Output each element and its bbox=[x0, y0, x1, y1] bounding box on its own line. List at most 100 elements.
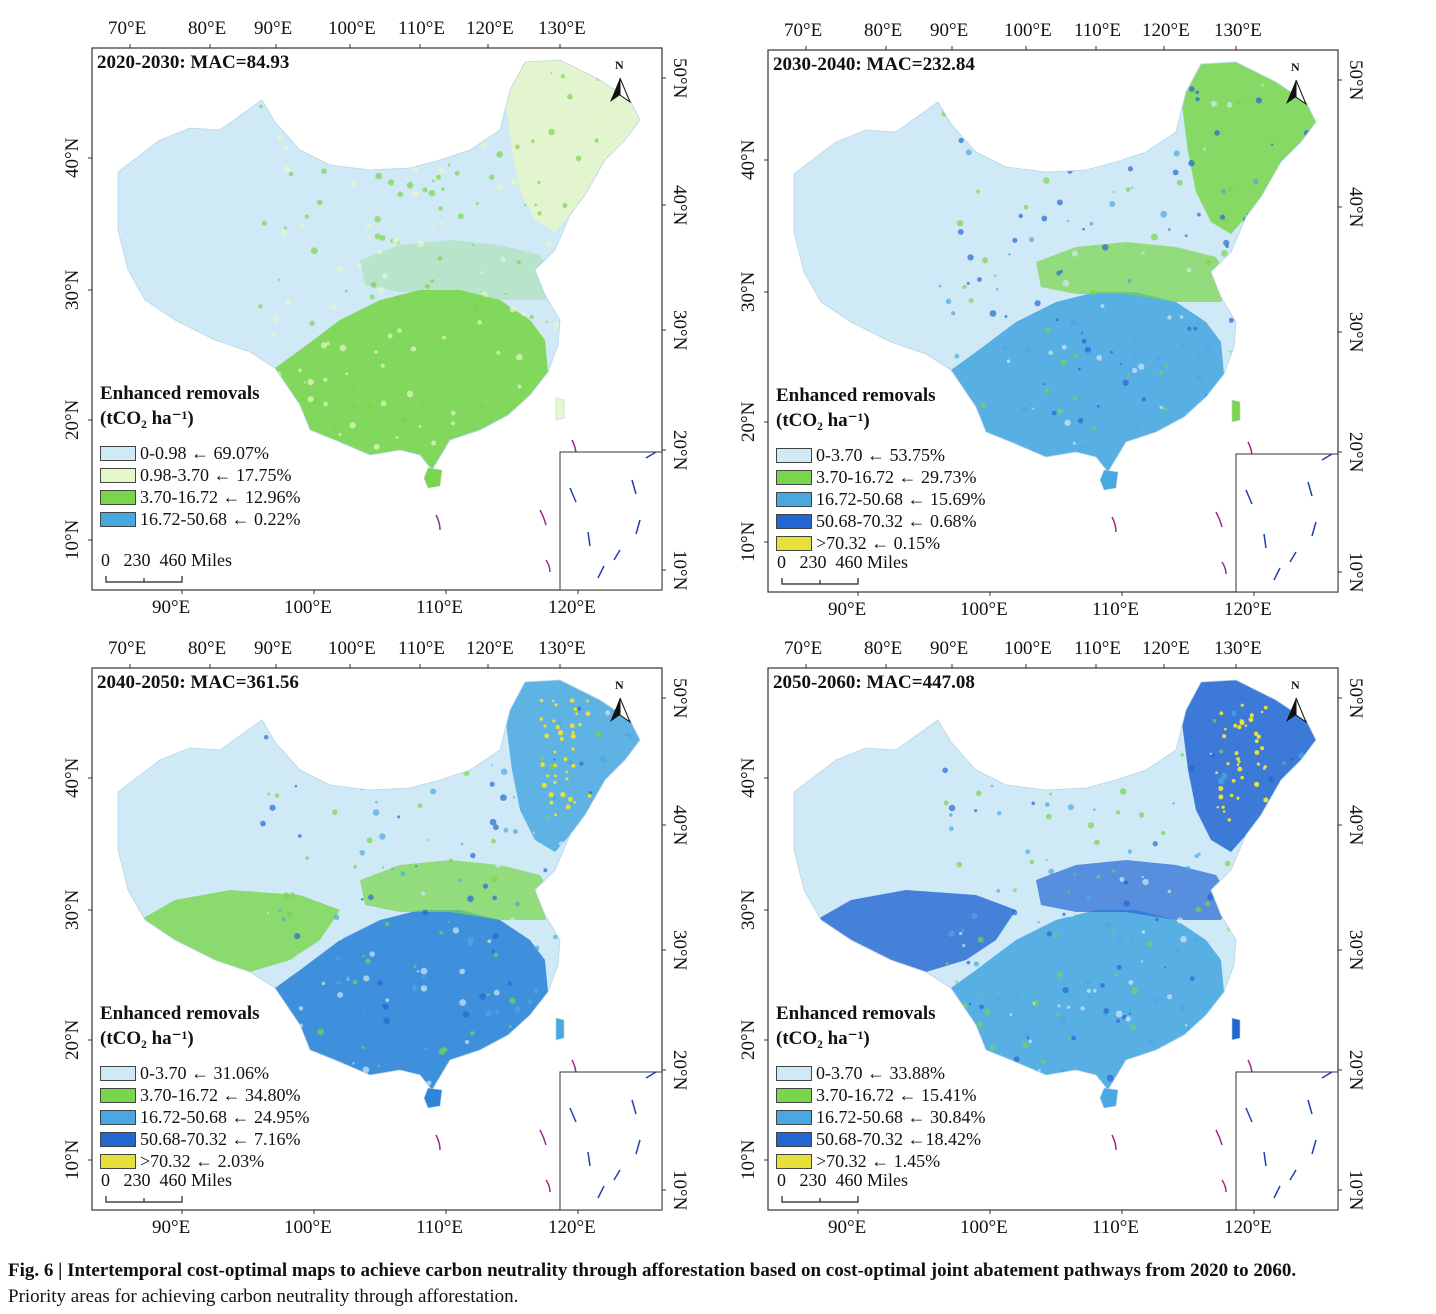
south-china-sea-inset bbox=[559, 451, 663, 591]
inset-dash bbox=[631, 1099, 637, 1115]
legend-units: (tCO₂ ha⁻¹) bbox=[776, 410, 870, 431]
tick-right-lat: 20°N bbox=[1345, 432, 1366, 473]
inset-dash bbox=[1263, 533, 1267, 549]
tick-right-lat: 50°N bbox=[1345, 60, 1366, 101]
legend-swatch bbox=[776, 469, 812, 485]
china-outline bbox=[793, 61, 1317, 473]
legend-label: 0.98-3.70 ← 17.75% bbox=[140, 464, 292, 485]
tick-bottom-lon: 100°E bbox=[284, 597, 332, 618]
scale-bar-label: 0 230 460 Miles bbox=[777, 552, 909, 572]
scale-bar-label: 0 230 460 Miles bbox=[101, 550, 233, 570]
china-outline bbox=[117, 59, 641, 471]
boundary-dash bbox=[1111, 1134, 1117, 1151]
inset-dash bbox=[631, 479, 637, 495]
south-china-sea-inset bbox=[1235, 453, 1339, 593]
tick-left-lat: 30°N bbox=[62, 889, 83, 930]
tick-bottom-lon: 110°E bbox=[416, 1217, 463, 1238]
inset-dash bbox=[1289, 1169, 1297, 1181]
inset-dash bbox=[613, 549, 621, 561]
legend-label: 16.72-50.68 ← 24.95% bbox=[140, 1106, 310, 1127]
legend-item: 0-0.98 ← 69.07% bbox=[100, 443, 269, 463]
inset-dash bbox=[645, 451, 657, 459]
boundary-dash bbox=[1221, 561, 1227, 575]
caption-normal: Priority areas for achieving carbon neut… bbox=[8, 1286, 519, 1307]
tick-left-lat: 20°N bbox=[62, 399, 83, 440]
legend-label: 3.70-16.72 ← 15.41% bbox=[816, 1084, 977, 1105]
legend-label: 0-0.98 ← 69.07% bbox=[140, 442, 269, 463]
tick-right-lat: 50°N bbox=[1345, 678, 1366, 719]
tick-left-lat: 20°N bbox=[738, 401, 759, 442]
scale-bar-label: 0 230 460 Miles bbox=[777, 1170, 909, 1190]
tick-top-lon: 70°E bbox=[784, 20, 823, 41]
map-panel-2030-2040: 70°E 80°E 90°E 100°E 110°E 120°E 130°E 90°E 100°… bbox=[676, 2, 1394, 620]
tick-bottom-lon: 90°E bbox=[828, 599, 867, 620]
scale-bar bbox=[105, 1196, 183, 1203]
legend-title: Enhanced removals bbox=[100, 1003, 260, 1024]
inset-dash bbox=[1321, 1071, 1333, 1079]
tick-right-lat: 10°N bbox=[1345, 1170, 1366, 1211]
legend-label: 3.70-16.72 ← 34.80% bbox=[140, 1084, 301, 1105]
tick-bottom-lon: 120°E bbox=[1224, 1217, 1272, 1238]
legend-swatch bbox=[100, 1153, 136, 1169]
inset-dash bbox=[1307, 481, 1313, 497]
inset-dash bbox=[1307, 1099, 1313, 1115]
boundary-dash bbox=[1221, 1179, 1227, 1193]
tick-right-lat: 30°N bbox=[1345, 930, 1366, 971]
north-arrow-icon bbox=[1286, 79, 1308, 106]
tick-right-lat: 40°N bbox=[1345, 805, 1366, 846]
south-china-sea-inset bbox=[559, 1071, 663, 1211]
inset-dash bbox=[1273, 567, 1281, 581]
tick-top-lon: 130°E bbox=[1214, 638, 1262, 659]
tick-bottom-lon: 110°E bbox=[1092, 1217, 1139, 1238]
tick-left-lat: 20°N bbox=[62, 1019, 83, 1060]
legend-label: 0-3.70 ← 31.06% bbox=[140, 1062, 269, 1083]
legend-item: 16.72-50.68 ← 30.84% bbox=[776, 1107, 986, 1127]
tick-top-lon: 100°E bbox=[1004, 638, 1052, 659]
legend-swatch bbox=[776, 1065, 812, 1081]
north-label: N bbox=[615, 58, 624, 72]
legend-swatch bbox=[776, 447, 812, 463]
inset-dash bbox=[587, 531, 591, 547]
legend-units: (tCO₂ ha⁻¹) bbox=[100, 1028, 194, 1049]
hainan-island bbox=[1099, 469, 1119, 491]
scale-bar bbox=[781, 578, 859, 585]
scale-bar-label: 0 230 460 Miles bbox=[101, 1170, 233, 1190]
inset-dash bbox=[1321, 453, 1333, 461]
inset-dash bbox=[1311, 1139, 1317, 1155]
tick-bottom-lon: 120°E bbox=[1224, 599, 1272, 620]
tick-top-lon: 120°E bbox=[466, 638, 514, 659]
legend-swatch bbox=[100, 489, 136, 505]
tick-bottom-lon: 100°E bbox=[960, 1217, 1008, 1238]
legend-item: 50.68-70.32 ← 7.16% bbox=[100, 1129, 301, 1149]
legend-swatch bbox=[100, 511, 136, 527]
tick-bottom-lon: 90°E bbox=[152, 597, 191, 618]
inset-dash bbox=[597, 565, 605, 579]
taiwan-island bbox=[1231, 399, 1241, 423]
tick-top-lon: 90°E bbox=[254, 638, 293, 659]
legend-label: 50.68-70.32 ←18.42% bbox=[816, 1128, 981, 1149]
tick-top-lon: 110°E bbox=[1074, 638, 1121, 659]
south-china-sea-inset bbox=[1235, 1071, 1339, 1211]
legend-swatch bbox=[776, 1109, 812, 1125]
legend-label: >70.32 ← 2.03% bbox=[140, 1150, 265, 1171]
tick-top-lon: 130°E bbox=[538, 18, 586, 39]
inset-dash bbox=[1289, 551, 1297, 563]
tick-top-lon: 110°E bbox=[398, 18, 445, 39]
boundary-dash bbox=[539, 509, 547, 526]
tick-bottom-lon: 90°E bbox=[828, 1217, 867, 1238]
tick-top-lon: 110°E bbox=[398, 638, 445, 659]
legend-swatch bbox=[100, 1065, 136, 1081]
taiwan-island bbox=[555, 397, 565, 421]
tick-top-lon: 80°E bbox=[188, 18, 227, 39]
north-label: N bbox=[615, 678, 624, 692]
tick-left-lat: 10°N bbox=[738, 521, 759, 562]
tick-bottom-lon: 100°E bbox=[284, 1217, 332, 1238]
legend-item: >70.32 ← 2.03% bbox=[100, 1151, 264, 1171]
legend-item: 3.70-16.72 ← 15.41% bbox=[776, 1085, 977, 1105]
tick-bottom-lon: 120°E bbox=[548, 597, 596, 618]
legend-swatch bbox=[100, 1131, 136, 1147]
boundary-dash bbox=[1215, 1129, 1223, 1146]
china-outline bbox=[117, 679, 641, 1091]
tick-top-lon: 110°E bbox=[1074, 20, 1121, 41]
legend-swatch bbox=[776, 1153, 812, 1169]
